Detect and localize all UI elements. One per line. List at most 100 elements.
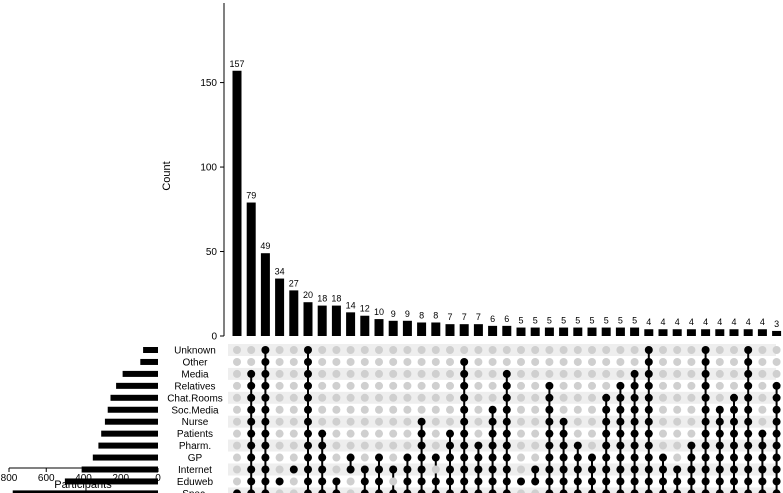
matrix-dot-filled <box>261 417 270 426</box>
matrix-dot-empty <box>659 381 667 390</box>
matrix-dot-empty <box>275 429 284 438</box>
matrix-dot-filled <box>730 489 738 493</box>
matrix-dot-empty <box>488 369 497 378</box>
intersection-bar <box>630 327 640 336</box>
matrix-dot-filled <box>417 429 426 438</box>
matrix-dot-empty <box>474 346 483 354</box>
matrix-dot-empty <box>687 381 696 390</box>
matrix-dot-filled <box>375 489 383 493</box>
count-tick-label: 150 <box>200 78 217 89</box>
matrix-dot-filled <box>261 477 270 486</box>
matrix-dot-filled <box>772 417 781 426</box>
matrix-dot-filled <box>403 477 412 486</box>
matrix-dot-filled <box>730 429 738 438</box>
matrix-dot-filled <box>659 489 667 493</box>
matrix-dot-filled <box>744 346 753 354</box>
matrix-dot-filled <box>673 465 682 474</box>
matrix-dot-empty <box>517 465 525 474</box>
set-size-bar <box>110 394 158 401</box>
matrix-dot-filled <box>715 441 724 450</box>
matrix-dot-filled <box>701 489 710 493</box>
set-size-bar <box>64 478 158 485</box>
matrix-dot-empty <box>233 441 241 450</box>
matrix-dot-empty <box>346 346 355 354</box>
matrix-dot-empty <box>403 429 412 438</box>
matrix-dot-empty <box>417 405 426 414</box>
matrix-dot-filled <box>488 417 497 426</box>
intersection-bar <box>502 325 512 336</box>
intersection-value-label: 5 <box>632 316 637 326</box>
intersection-value-label: 5 <box>518 316 523 326</box>
matrix-dot-empty <box>247 357 256 366</box>
set-label: Chat.Rooms <box>167 393 223 404</box>
set-label: Eduweb <box>177 477 214 488</box>
matrix-dot-filled <box>502 465 511 474</box>
matrix-dot-filled <box>715 429 724 438</box>
set-size-bars <box>12 347 158 493</box>
matrix-dot-empty <box>559 357 568 366</box>
matrix-dot-filled <box>261 489 270 493</box>
matrix-dot-empty <box>488 346 497 354</box>
matrix-dot-filled <box>261 346 270 354</box>
matrix-dot-empty <box>389 417 398 426</box>
intersection-value-label: 14 <box>346 300 356 310</box>
matrix-dot-empty <box>275 417 284 426</box>
matrix-dot-empty <box>488 381 497 390</box>
matrix-dot-filled <box>730 477 738 486</box>
matrix-dot-filled <box>602 465 611 474</box>
participants-tick-label: 600 <box>38 473 55 484</box>
matrix-dot-empty <box>474 381 483 390</box>
matrix-dot-filled <box>630 489 639 493</box>
matrix-dot-filled <box>588 489 596 493</box>
intersection-value-label: 5 <box>575 316 580 326</box>
intersection-bar <box>388 320 398 336</box>
matrix-dot-filled <box>261 381 270 390</box>
matrix-dot-filled <box>545 417 554 426</box>
matrix-dot-empty <box>275 381 284 390</box>
matrix-dot-filled <box>616 477 625 486</box>
matrix-dot-filled <box>460 477 469 486</box>
matrix-dot-empty <box>673 381 682 390</box>
matrix-dot-filled <box>488 429 497 438</box>
matrix-dot-empty <box>289 417 298 426</box>
set-size-bar <box>92 454 158 461</box>
matrix-dot-filled <box>431 477 440 486</box>
set-size-bar <box>101 430 158 437</box>
intersection-bar <box>374 319 384 336</box>
matrix-dot-empty <box>403 369 412 378</box>
intersection-value-label: 34 <box>275 267 285 277</box>
matrix-dot-filled <box>744 465 753 474</box>
matrix-dot-empty <box>772 357 781 366</box>
intersection-value-label: 7 <box>447 312 452 322</box>
matrix-dot-filled <box>545 405 554 414</box>
matrix-dot-empty <box>588 381 596 390</box>
matrix-dot-filled <box>659 453 667 462</box>
matrix-dot-filled <box>602 441 611 450</box>
matrix-dot-empty <box>573 369 582 378</box>
matrix-row-stripe <box>228 344 776 356</box>
matrix-dot-empty <box>375 381 383 390</box>
matrix-dot-filled <box>644 453 653 462</box>
matrix-dot-filled <box>701 369 710 378</box>
matrix-dot-empty <box>233 393 241 402</box>
matrix-dot-empty <box>758 417 767 426</box>
matrix-dot-filled <box>261 393 270 402</box>
matrix-dot-filled <box>644 381 653 390</box>
matrix-dot-empty <box>517 393 525 402</box>
matrix-dot-filled <box>446 465 454 474</box>
matrix-dot-filled <box>304 417 312 426</box>
matrix-dot-empty <box>573 357 582 366</box>
matrix-dot-empty <box>346 489 355 493</box>
matrix-dot-filled <box>304 369 312 378</box>
matrix-dot-empty <box>687 369 696 378</box>
matrix-dot-empty <box>346 441 355 450</box>
matrix-dot-empty <box>588 357 596 366</box>
matrix-dot-empty <box>233 381 241 390</box>
intersection-value-label: 4 <box>717 317 722 327</box>
matrix-dot-filled <box>275 477 284 486</box>
matrix-dot-empty <box>588 393 596 402</box>
matrix-dot-filled <box>701 465 710 474</box>
matrix-dot-empty <box>474 405 483 414</box>
matrix-dot-filled <box>630 381 639 390</box>
